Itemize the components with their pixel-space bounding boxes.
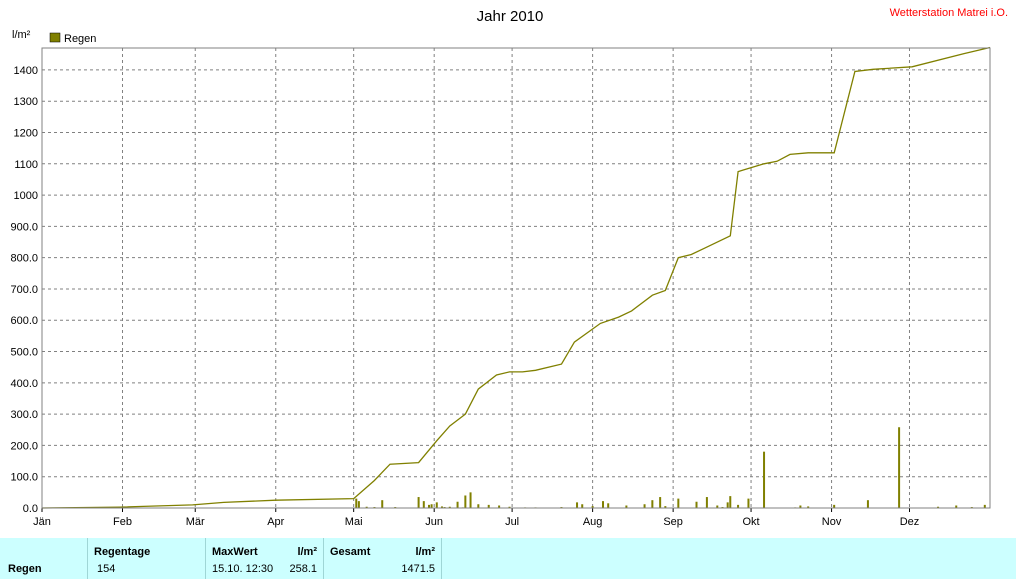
daily-rain-bar xyxy=(726,502,729,508)
rain-chart: Jahr 2010 Wetterstation Matrei i.O. l/m²… xyxy=(10,7,1008,528)
daily-rain-bar xyxy=(955,505,958,508)
cumulative-rain-line xyxy=(41,46,991,509)
y-tick-label: 800.0 xyxy=(10,253,38,265)
daily-rain-bar xyxy=(591,506,594,508)
x-tick-label: Jun xyxy=(425,516,443,528)
x-tick-label: Jän xyxy=(33,516,51,528)
row-label-cell: Regen xyxy=(0,538,88,579)
daily-rain-bar xyxy=(417,497,420,508)
x-tick-label: Jul xyxy=(505,516,519,528)
daily-rain-bar xyxy=(430,504,433,508)
x-tick-label: Dez xyxy=(900,516,920,528)
y-axis-unit: l/m² xyxy=(12,29,31,41)
maxwert-value: 258.1 xyxy=(289,563,317,575)
chart-title: Jahr 2010 xyxy=(477,8,544,25)
x-tick-label: Nov xyxy=(822,516,842,528)
daily-rain-bar xyxy=(469,492,472,508)
y-tick-label: 1100 xyxy=(14,159,38,171)
y-tick-label: 700.0 xyxy=(10,284,38,296)
maxwert-unit: l/m² xyxy=(297,546,317,558)
daily-rain-bar xyxy=(677,498,680,508)
x-tick-label: Feb xyxy=(113,516,132,528)
row-label: Regen xyxy=(8,563,42,575)
legend-swatch xyxy=(49,32,61,43)
daily-rain-bar xyxy=(763,451,766,508)
daily-rain-bar xyxy=(607,503,610,508)
daily-rain-bar xyxy=(983,504,986,508)
regentage-header: Regentage xyxy=(94,546,151,558)
daily-rain-bar xyxy=(807,506,810,508)
regentage-value: 154 xyxy=(97,563,116,575)
daily-rain-bar xyxy=(581,504,584,508)
gesamt-header: Gesamt xyxy=(330,546,371,558)
daily-rain-bar xyxy=(799,505,802,508)
y-tick-label: 0.0 xyxy=(23,503,38,515)
y-tick-label: 1400 xyxy=(14,65,38,77)
gesamt-cell: Gesamt l/m² 1471.5 xyxy=(324,538,442,579)
daily-rain-bar xyxy=(716,505,719,508)
y-tick-label: 900.0 xyxy=(10,221,38,233)
daily-rain-bar xyxy=(422,501,425,508)
plot-frame xyxy=(41,47,991,509)
legend-label: Regen xyxy=(64,33,96,45)
daily-rain-bar xyxy=(464,495,467,508)
y-tick-label: 400.0 xyxy=(10,378,38,390)
daily-rain-bar xyxy=(651,500,654,508)
y-tick-label: 1000 xyxy=(14,190,38,202)
daily-rain-bar xyxy=(659,497,662,508)
daily-rain-bar xyxy=(729,496,732,508)
daily-rain-bar xyxy=(498,505,501,508)
summary-table: Regen Regentage 154 MaxWert l/m² 15.10. … xyxy=(0,538,1016,579)
daily-rain-bar xyxy=(643,504,646,508)
daily-rain-bar xyxy=(737,504,740,508)
regentage-cell: Regentage 154 xyxy=(88,538,206,579)
daily-rain-bar xyxy=(435,502,438,508)
y-tick-label: 500.0 xyxy=(10,347,38,359)
daily-rain-bar xyxy=(456,501,459,508)
daily-rain-bar xyxy=(448,506,451,508)
daily-rain-bar xyxy=(440,506,443,508)
y-tick-label: 1200 xyxy=(14,127,38,139)
plot-area xyxy=(42,48,990,508)
daily-rain-bar xyxy=(477,504,480,508)
x-tick-label: Apr xyxy=(267,516,284,528)
y-tick-label: 100.0 xyxy=(10,472,38,484)
daily-rain-bar xyxy=(664,506,667,508)
daily-rain-bar xyxy=(487,504,490,508)
daily-rain-bar xyxy=(898,427,901,508)
x-tick-label: Sep xyxy=(663,516,683,528)
daily-rain-bar xyxy=(576,502,579,508)
daily-rain-bar xyxy=(427,504,430,508)
gesamt-value: 1471.5 xyxy=(401,563,435,575)
daily-rain-bar xyxy=(833,504,836,508)
daily-rain-bar xyxy=(602,501,605,508)
daily-rain-bar xyxy=(625,505,628,508)
gesamt-unit: l/m² xyxy=(415,546,435,558)
maxwert-date: 15.10. 12:30 xyxy=(212,563,274,575)
daily-rain-bar xyxy=(866,500,869,508)
x-tick-label: Okt xyxy=(742,516,759,528)
x-tick-label: Mai xyxy=(345,516,363,528)
daily-rain-bar xyxy=(357,501,360,508)
daily-rain-bar xyxy=(508,506,511,508)
daily-rain-bar xyxy=(365,506,368,508)
daily-rain-bar xyxy=(381,500,384,508)
daily-rain-bar xyxy=(937,506,940,508)
maxwert-header: MaxWert xyxy=(212,546,258,558)
daily-rain-bar xyxy=(747,498,750,508)
x-tick-label: Mär xyxy=(186,516,205,528)
daily-rain-bar xyxy=(695,501,698,508)
station-name: Wetterstation Matrei i.O. xyxy=(890,7,1008,19)
y-tick-label: 1300 xyxy=(14,96,38,108)
empty-cell xyxy=(442,538,1016,579)
y-tick-label: 300.0 xyxy=(10,409,38,421)
daily-rain-bar xyxy=(355,498,358,508)
maxwert-cell: MaxWert l/m² 15.10. 12:30 258.1 xyxy=(206,538,324,579)
y-tick-label: 600.0 xyxy=(10,315,38,327)
x-tick-label: Aug xyxy=(583,516,603,528)
daily-rain-bar xyxy=(705,497,708,508)
y-tick-label: 200.0 xyxy=(10,440,38,452)
